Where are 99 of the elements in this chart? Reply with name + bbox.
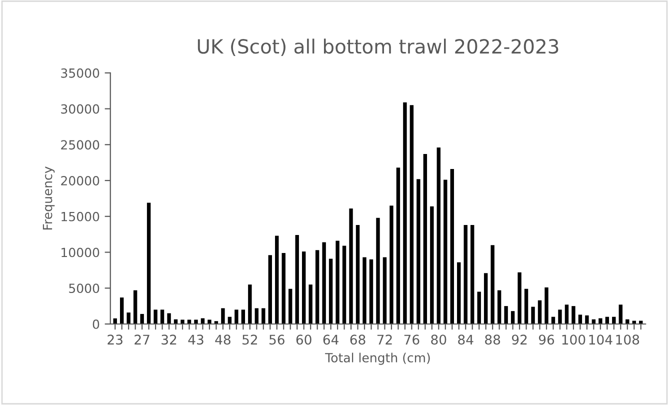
- x-tick-label: 48: [215, 334, 230, 345]
- x-tick-label: 43: [188, 334, 204, 345]
- bar: [194, 320, 198, 324]
- chart-title: UK (Scot) all bottom trawl 2022-2023: [198, 38, 558, 56]
- x-tick-label: 108: [616, 334, 640, 345]
- x-tick-label: 92: [512, 334, 527, 345]
- x-tick-label: 104: [589, 334, 612, 345]
- bar: [308, 284, 312, 324]
- bar: [524, 288, 528, 324]
- bar: [154, 310, 158, 324]
- bar: [436, 148, 441, 324]
- bar: [403, 102, 407, 324]
- bar: [497, 290, 502, 324]
- bar: [585, 315, 589, 324]
- y-tick-label: 35000: [61, 68, 100, 78]
- x-tick-label: 72: [377, 334, 392, 344]
- bar: [564, 304, 569, 324]
- bar: [457, 262, 461, 324]
- x-tick-label: 64: [323, 334, 338, 345]
- y-axis-title: Frequency: [42, 166, 55, 230]
- bar: [241, 310, 246, 324]
- y-tick-label: 15000: [62, 212, 100, 222]
- bar: [295, 235, 299, 324]
- bar: [302, 252, 306, 324]
- bar: [416, 179, 420, 324]
- bar: [126, 312, 130, 324]
- x-tick-label: 88: [485, 334, 500, 345]
- bar: [490, 245, 494, 324]
- bar: [444, 180, 448, 324]
- x-tick-label: 60: [296, 334, 312, 345]
- x-tick-label: 76: [404, 334, 420, 345]
- bar: [410, 105, 414, 324]
- bar: [113, 318, 117, 324]
- bar: [598, 318, 602, 324]
- y-tick-label: 10000: [62, 248, 100, 258]
- bar: [464, 224, 468, 324]
- bar: [510, 311, 515, 324]
- bar: [356, 224, 360, 324]
- bar: [612, 316, 616, 324]
- bar: [180, 320, 184, 324]
- bar: [572, 306, 576, 324]
- bar: [396, 168, 400, 324]
- bar: [362, 257, 366, 324]
- x-tick-label: 32: [162, 334, 176, 345]
- bar: [349, 208, 353, 324]
- bar: [275, 236, 279, 324]
- x-tick-label: 84: [458, 334, 474, 345]
- bar: [120, 297, 124, 324]
- bar: [328, 258, 333, 324]
- bar: [234, 310, 238, 324]
- bar: [262, 308, 266, 324]
- bar: [484, 273, 488, 324]
- bar: [342, 246, 346, 324]
- bar: [423, 154, 428, 324]
- bar: [376, 218, 380, 324]
- bar: [538, 300, 542, 324]
- x-tick-label: 23: [108, 334, 122, 345]
- bar: [618, 304, 622, 324]
- bar: [315, 250, 320, 324]
- bar: [248, 284, 252, 324]
- x-axis-title: Total length (cm): [325, 352, 430, 365]
- bar: [531, 306, 535, 324]
- bar: [518, 272, 522, 324]
- bar: [504, 306, 508, 324]
- bar: [288, 288, 292, 324]
- y-tick-label: 30000: [61, 104, 100, 114]
- bar: [477, 292, 481, 324]
- bar: [140, 314, 144, 324]
- y-tick-label: 5000: [69, 284, 100, 294]
- x-tick-label: 80: [431, 334, 446, 345]
- bar: [268, 255, 272, 324]
- x-tick-label: 68: [350, 334, 366, 345]
- bar: [322, 242, 326, 324]
- y-tick-label: 25000: [61, 140, 100, 150]
- bar: [146, 202, 151, 324]
- bar: [558, 310, 562, 324]
- bar: [369, 259, 374, 324]
- x-tick-label: 56: [270, 334, 284, 345]
- bar: [133, 290, 138, 324]
- bar: [470, 224, 474, 324]
- x-tick-label: 100: [562, 334, 586, 345]
- bar: [254, 308, 259, 324]
- bar: [430, 206, 434, 324]
- x-tick-label: 96: [538, 334, 554, 345]
- bar: [167, 313, 171, 324]
- bar: [578, 314, 582, 324]
- x-tick-label: 27: [134, 334, 150, 344]
- bar: [544, 287, 548, 324]
- bar: [390, 206, 394, 324]
- bar: [382, 257, 387, 324]
- bar: [208, 320, 212, 324]
- y-tick-label: 0: [92, 319, 100, 329]
- bar: [336, 240, 340, 324]
- y-tick-label: 20000: [61, 176, 100, 186]
- bar: [450, 169, 454, 324]
- bar: [160, 310, 164, 324]
- bar: [221, 308, 225, 324]
- x-tick-label: 52: [242, 334, 257, 345]
- bar: [282, 252, 286, 324]
